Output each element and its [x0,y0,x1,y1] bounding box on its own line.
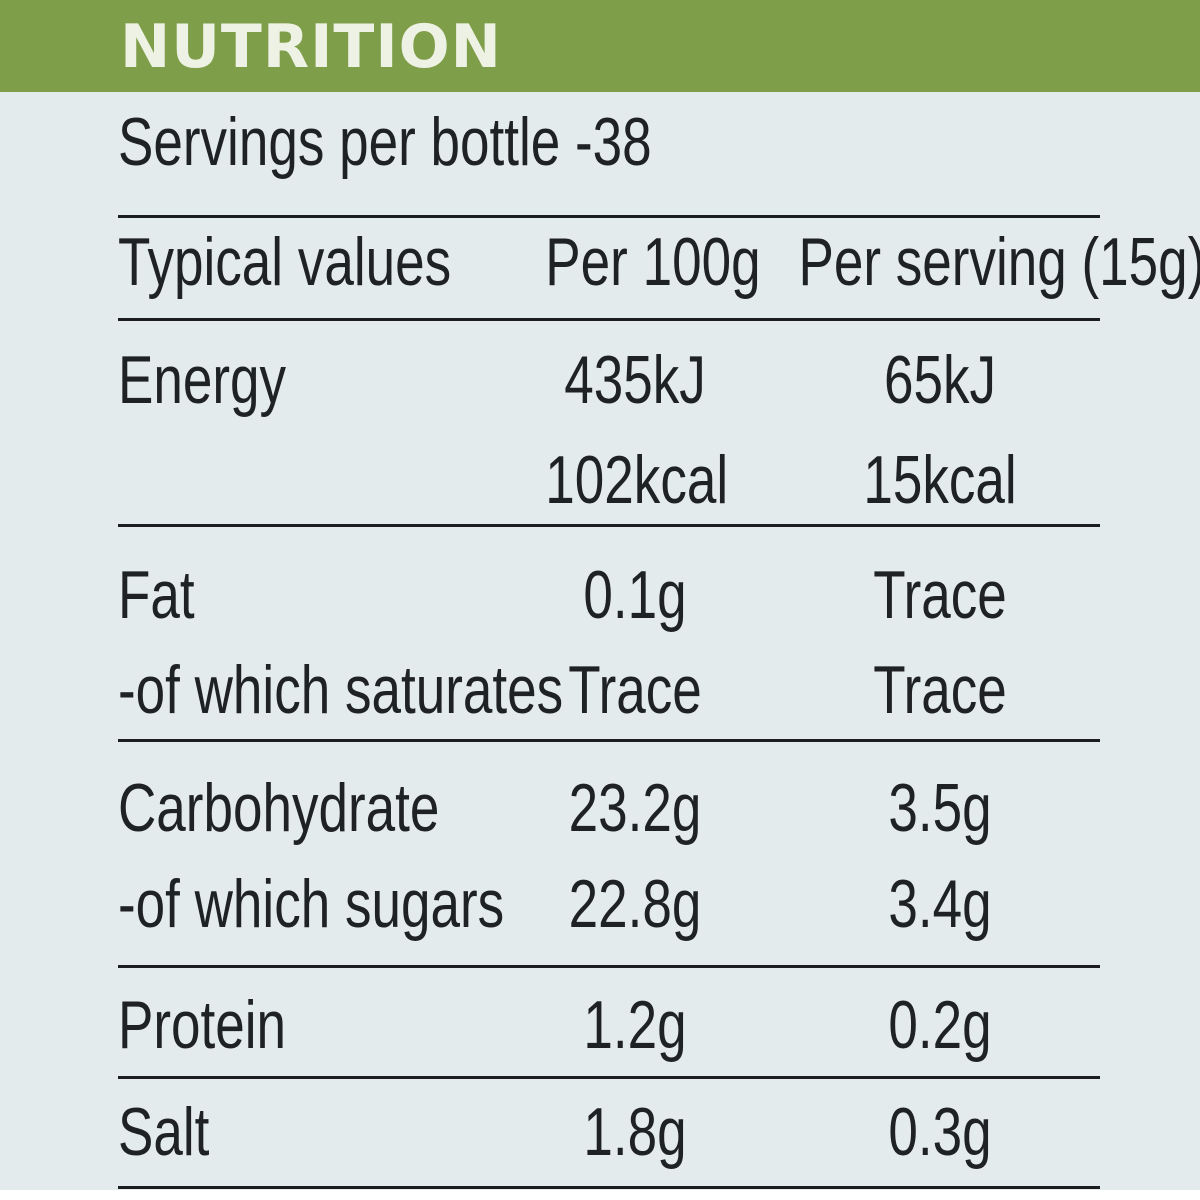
row-label-carbohydrate: Carbohydrate [118,770,440,846]
row-label-sugars: -of which sugars [118,866,505,942]
row-label-protein: Protein [118,987,287,1063]
energy-kcal-per-100g: 102kcal [545,442,729,518]
divider [118,1076,1100,1079]
energy-kj-per-100g: 435kJ [564,342,706,418]
carbohydrate-per-serving: 3.5g [888,770,992,846]
column-header-per-100g: Per 100g [545,224,761,300]
sugars-per-100g: 22.8g [568,866,702,942]
divider [118,965,1100,968]
carbohydrate-per-100g: 23.2g [568,770,702,846]
row-label-energy: Energy [118,342,287,418]
energy-kcal-per-serving: 15kcal [863,442,1017,518]
column-header-per-serving: Per serving (15g) [798,224,1200,300]
nutrition-header: NUTRITION [0,0,1200,92]
divider [118,524,1100,527]
sugars-per-serving: 3.4g [888,866,992,942]
bottom-margin [0,1190,1200,1200]
saturates-per-serving: Trace [873,652,1007,728]
column-header-typical-values: Typical values [118,224,452,300]
fat-per-100g: 0.1g [583,557,687,633]
protein-per-100g: 1.2g [583,987,687,1063]
saturates-per-100g: Trace [568,652,702,728]
row-label-salt: Salt [118,1094,210,1170]
nutrition-title: NUTRITION [120,12,502,82]
divider [118,215,1100,218]
fat-per-serving: Trace [873,557,1007,633]
salt-per-100g: 1.8g [583,1094,687,1170]
salt-per-serving: 0.3g [888,1094,992,1170]
divider [118,739,1100,742]
energy-kj-per-serving: 65kJ [883,342,997,418]
divider [118,318,1100,321]
divider [118,1186,1100,1189]
servings-per-bottle: Servings per bottle -38 [118,104,652,180]
protein-per-serving: 0.2g [888,987,992,1063]
row-label-fat: Fat [118,557,195,633]
row-label-saturates: -of which saturates [118,652,564,728]
